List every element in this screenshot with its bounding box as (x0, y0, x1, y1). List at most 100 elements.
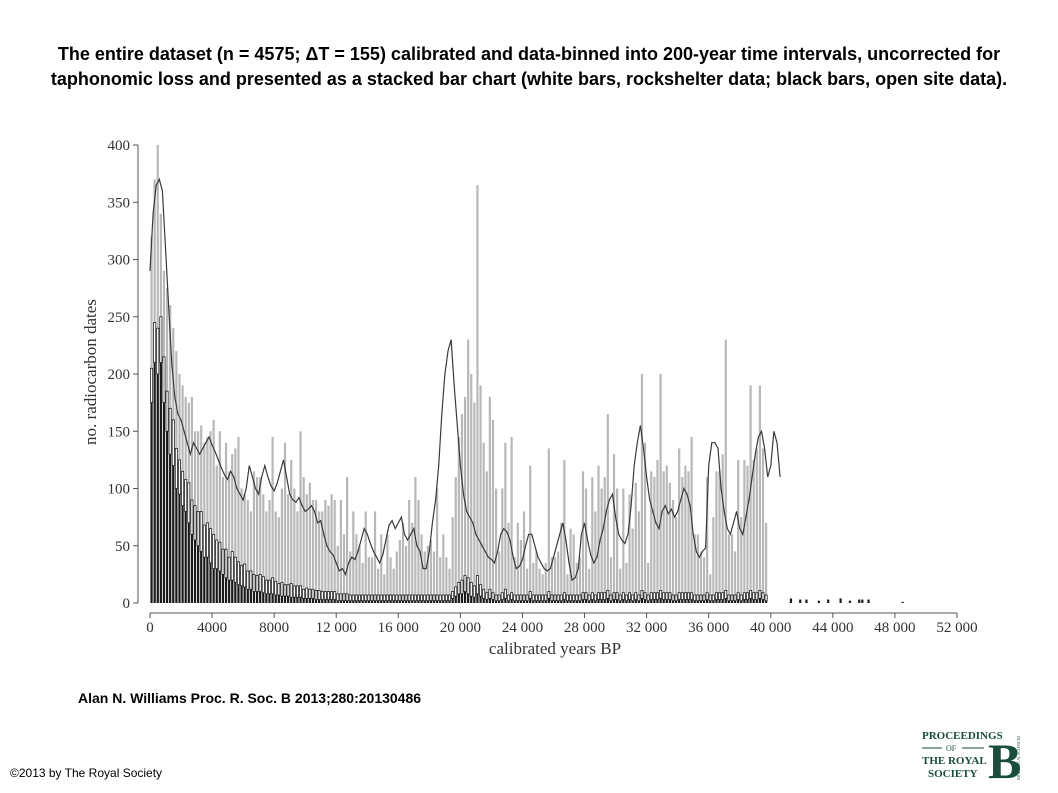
open-site-bar (584, 599, 588, 603)
rockshelter-bar (258, 573, 262, 592)
grey-bar (395, 551, 398, 603)
open-site-bar (308, 598, 311, 603)
grey-bar (411, 522, 414, 603)
grey-bar (616, 488, 619, 603)
rockshelter-bar (491, 592, 495, 600)
grey-bar (308, 482, 311, 603)
open-site-bar (184, 511, 187, 603)
rockshelter-bar (432, 594, 436, 602)
rockshelter-bar (466, 577, 470, 595)
open-site-bar (373, 600, 377, 603)
open-site-bar (482, 598, 485, 603)
grey-bar (271, 436, 274, 603)
rockshelter-bar (531, 594, 535, 602)
rockshelter-bar (727, 594, 731, 602)
rockshelter-bar (193, 505, 197, 541)
rockshelter-bar (711, 594, 715, 602)
open-site-bar (653, 599, 656, 603)
grey-bar (622, 488, 625, 603)
rockshelter-bar (435, 594, 439, 602)
grey-bar (578, 557, 581, 603)
rockshelter-bar (628, 592, 632, 600)
rockshelter-bar (289, 583, 293, 598)
grey-bar (718, 471, 721, 603)
rockshelter-bar (382, 594, 386, 602)
open-site-bar (293, 597, 296, 603)
grey-bar (206, 436, 209, 603)
open-site-bar (631, 600, 634, 603)
open-site-bar (401, 600, 405, 603)
rockshelter-bar (693, 594, 697, 602)
open-site-bar (345, 600, 349, 603)
grey-bar (758, 385, 762, 603)
grey-bar (653, 477, 656, 603)
grey-bar (314, 499, 318, 603)
grey-bar (439, 557, 442, 603)
rockshelter-bar (652, 592, 656, 600)
open-site-bar (299, 597, 302, 603)
rockshelter-bar (249, 570, 253, 590)
grey-bar (377, 568, 380, 603)
open-site-bar (423, 600, 426, 603)
grey-bar (252, 471, 256, 603)
grey-bar (612, 454, 616, 603)
grey-bar (516, 522, 519, 603)
grey-bar (218, 431, 221, 603)
open-site-bar (237, 584, 240, 603)
open-site-bar (352, 600, 355, 603)
rockshelter-bar (572, 594, 576, 602)
open-site-bar (476, 593, 479, 603)
rockshelter-bar (618, 594, 622, 602)
grey-bar (678, 448, 681, 603)
open-site-bar (187, 522, 190, 603)
open-site-bar (355, 600, 358, 603)
rockshelter-bar (538, 594, 542, 602)
rockshelter-bar (277, 583, 281, 596)
logo-letter-b: B (988, 733, 1021, 783)
open-site-bar (305, 598, 308, 603)
rockshelter-bar (205, 522, 209, 558)
grey-bar (693, 534, 696, 603)
grey-bar (215, 465, 218, 603)
open-site-bar (687, 599, 690, 603)
open-site-bar (246, 589, 249, 603)
open-site-bar (398, 600, 401, 603)
open-site-bar (333, 599, 336, 603)
open-site-bar (259, 591, 262, 603)
rockshelter-bar (687, 592, 691, 600)
grey-bar (277, 517, 280, 603)
rockshelter-bar (438, 594, 442, 602)
grey-bar (526, 568, 529, 603)
rockshelter-bar (233, 556, 237, 583)
x-tick-label: 44 000 (812, 620, 853, 636)
rockshelter-bar (469, 581, 473, 597)
grey-bar (349, 551, 352, 603)
open-site-bar (358, 600, 361, 603)
grey-bar (333, 499, 336, 603)
open-site-bar (169, 454, 172, 603)
open-site-bar (488, 598, 491, 603)
rockshelter-bar (534, 594, 538, 602)
copyright-notice: ©2013 by The Royal Society (10, 766, 163, 780)
rockshelter-bar (311, 588, 315, 599)
grey-bar (476, 185, 479, 603)
rockshelter-bar (385, 594, 389, 602)
rockshelter-bar (649, 592, 653, 600)
grey-bar (221, 477, 225, 603)
grey-bar (460, 414, 464, 603)
open-site-bar (665, 599, 668, 603)
grey-bar (389, 557, 392, 603)
open-site-bar (516, 600, 519, 603)
open-site-bar (575, 600, 578, 603)
open-site-bar (519, 600, 523, 603)
grey-bar (727, 534, 730, 603)
open-site-bar (563, 599, 566, 603)
rockshelter-bar (500, 592, 504, 600)
open-site-bar (349, 600, 352, 603)
open-site-bar (172, 465, 175, 603)
open-site-bar (612, 599, 616, 603)
grey-bar (715, 471, 718, 603)
rockshelter-bar (255, 575, 259, 592)
open-site-bar (162, 402, 166, 603)
rockshelter-bar (624, 594, 628, 602)
